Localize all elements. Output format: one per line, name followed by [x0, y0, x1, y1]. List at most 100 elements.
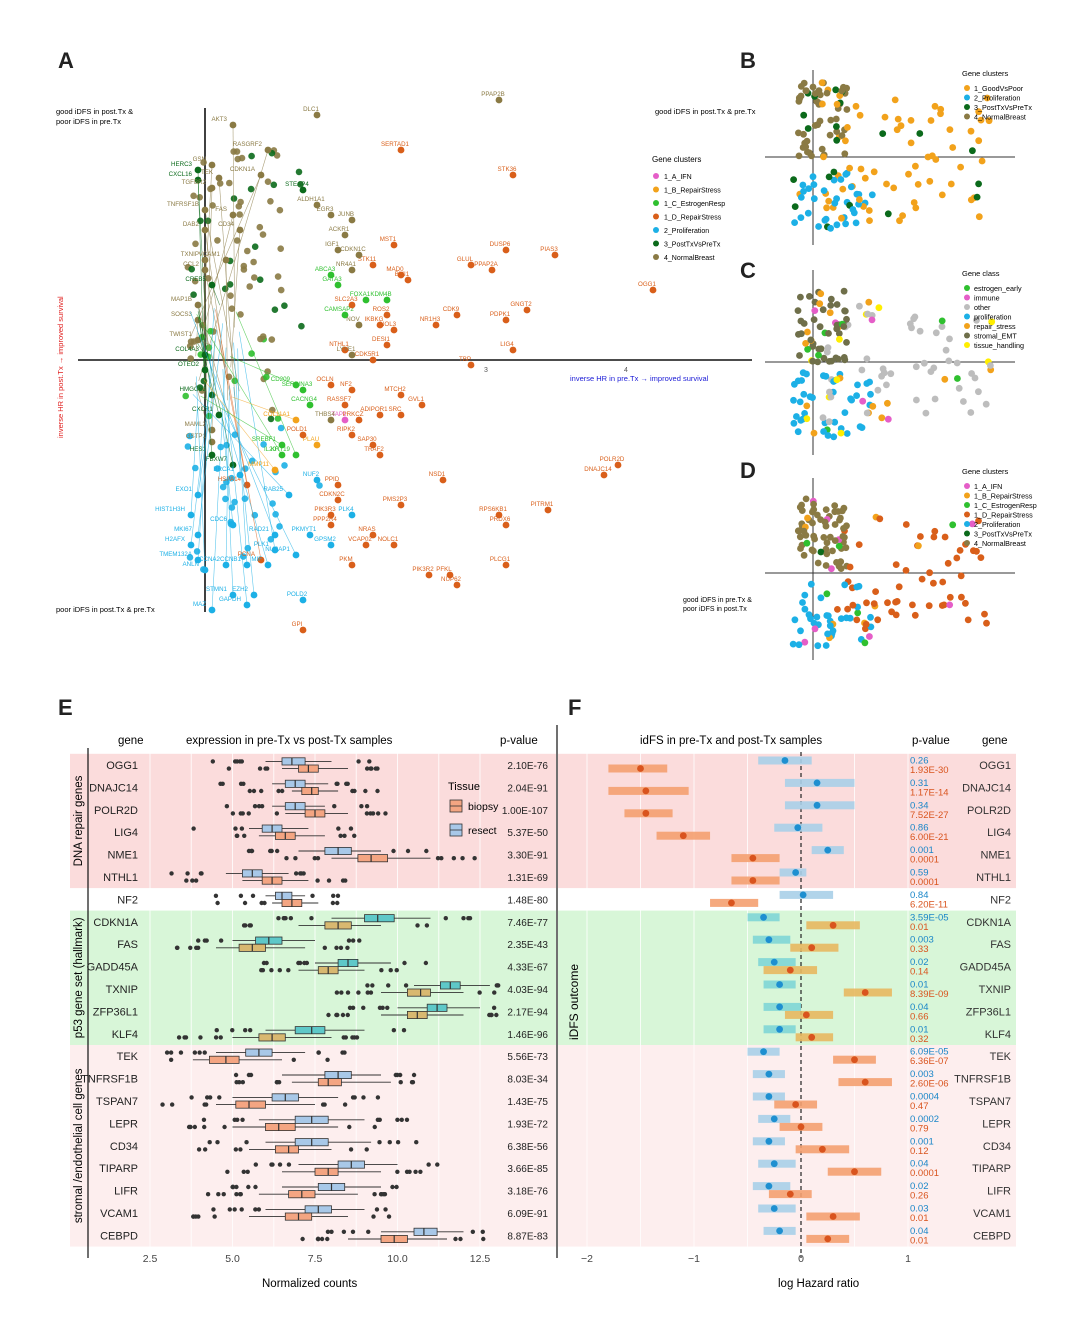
gene-connector	[219, 339, 248, 486]
legend-label: 4_NormalBreast	[974, 113, 1026, 122]
outlier	[345, 945, 350, 950]
background-dot	[230, 195, 238, 202]
gene-label: DUSP6	[490, 241, 511, 248]
background-dot	[298, 322, 305, 330]
outlier	[178, 1050, 184, 1055]
estimate-resect	[770, 1115, 778, 1123]
gene-point	[278, 441, 286, 449]
outlier	[310, 893, 315, 898]
outlier	[297, 960, 303, 966]
outlier	[270, 1162, 275, 1167]
panel-a-corner-tr: good iDFS in post.Tx & pre.Tx	[655, 107, 756, 116]
outlier	[370, 983, 375, 988]
legend-swatch	[653, 227, 659, 233]
pvalue-resect: 0.001	[910, 845, 934, 856]
estimate-resect	[776, 1025, 783, 1033]
gene-label: MMP11	[248, 461, 269, 468]
gene-label: SAP30	[357, 436, 377, 443]
outlier	[470, 1229, 476, 1235]
background-dot	[184, 443, 192, 450]
gene-connector	[198, 149, 269, 381]
d-point	[895, 583, 903, 591]
b-point	[838, 87, 846, 95]
d-point	[814, 642, 822, 650]
background-dot	[260, 441, 267, 448]
c-point	[800, 390, 808, 398]
gene-connector	[222, 369, 234, 596]
pvalue-resect: 3.59E-05	[910, 912, 949, 923]
c-point	[804, 345, 811, 353]
outlier	[364, 811, 370, 816]
background-dot	[297, 181, 304, 188]
outlier	[494, 983, 499, 988]
gene-point	[334, 496, 342, 504]
gene-point	[348, 431, 356, 439]
gene-point	[313, 201, 321, 209]
d-point	[804, 514, 811, 522]
b-point	[842, 170, 850, 178]
b-point	[832, 86, 840, 94]
box	[265, 1123, 296, 1132]
gene-label: EXO1	[175, 486, 192, 493]
outlier	[386, 983, 391, 988]
d-point	[837, 615, 845, 622]
b-point	[825, 173, 833, 181]
outlier	[232, 1117, 237, 1123]
gene-point	[334, 281, 342, 289]
gene-label: RASSF7	[327, 396, 352, 403]
background-dot	[264, 178, 272, 185]
outlier	[387, 1140, 392, 1145]
estimate-resect	[760, 913, 767, 921]
outlier	[269, 968, 274, 973]
gene-label: MAML2	[185, 421, 207, 428]
panel-letter-c: C	[740, 258, 756, 283]
gene-label: CD34	[983, 1141, 1011, 1153]
d-point	[925, 602, 933, 610]
panel-a-legend-title: Gene clusters	[652, 155, 701, 164]
pvalue-resect: 0.59	[910, 868, 929, 879]
gene-point	[467, 261, 475, 269]
c-point	[946, 335, 953, 343]
legend-swatch	[964, 483, 970, 489]
gene-point	[404, 276, 412, 284]
estimate-biopsy	[749, 877, 757, 884]
panel-f-header-title: idFS in pre-Tx and post-Tx samples	[640, 735, 822, 747]
outlier	[256, 804, 262, 809]
estimate-resect	[813, 779, 821, 787]
gene-label: GVL1	[408, 396, 424, 403]
background-dot	[248, 152, 255, 160]
outlier	[234, 1184, 239, 1190]
b-point	[844, 124, 851, 131]
gene-label: RAD21	[249, 526, 270, 533]
b-point	[833, 100, 841, 108]
outlier	[481, 1236, 486, 1242]
gene-label: TXNIP	[181, 251, 199, 258]
legend-swatch	[964, 323, 970, 329]
pvalue-label: 1.93E-72	[507, 1119, 548, 1130]
gene-point	[495, 96, 503, 104]
gene-label: NTHL1	[976, 872, 1011, 884]
c-point	[826, 309, 834, 317]
d-point	[884, 599, 891, 607]
outlier	[232, 1207, 237, 1212]
panel-e-legend: Tissue biopsy resect	[448, 781, 499, 837]
outlier	[210, 759, 216, 764]
outlier	[242, 1028, 248, 1033]
gene-label: POLD1	[287, 426, 308, 433]
gene-connector	[235, 311, 297, 456]
outlier	[424, 923, 430, 928]
outlier	[252, 804, 258, 809]
d-point	[854, 609, 862, 617]
estimate-biopsy	[861, 1078, 869, 1086]
c-point	[807, 336, 815, 344]
pvalue-biopsy: 0.79	[910, 1123, 929, 1134]
gene-point	[502, 521, 510, 529]
gene-point	[285, 491, 293, 499]
outlier	[345, 1012, 350, 1018]
gene-label: PRKCZ	[343, 411, 364, 418]
gene-label: TXNIP	[979, 984, 1011, 996]
b-point	[946, 126, 954, 133]
gene-label: MKI67	[174, 526, 192, 533]
b-point	[865, 207, 873, 214]
gene-label: MST1	[380, 236, 397, 243]
